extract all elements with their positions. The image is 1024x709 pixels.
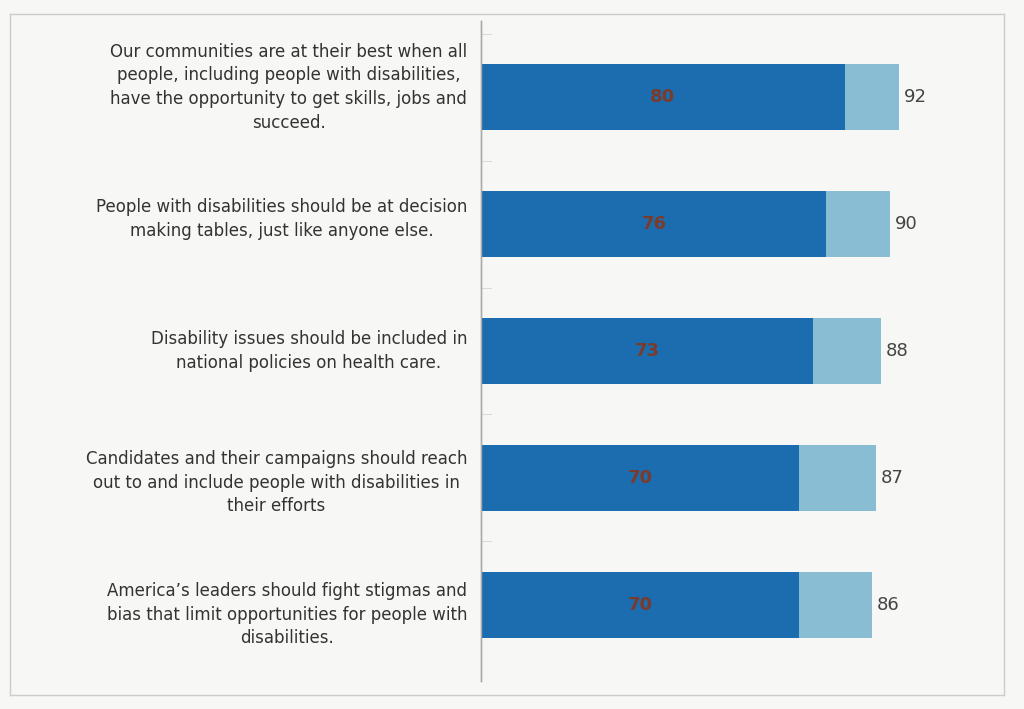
Text: 76: 76 — [641, 215, 667, 233]
Text: 70: 70 — [628, 596, 652, 613]
Text: 70: 70 — [628, 469, 652, 487]
Bar — [481, 65, 845, 130]
Text: Our communities are at their best when all
people, including people with disabil: Our communities are at their best when a… — [110, 43, 467, 132]
Text: People with disabilities should be at decision
making tables, just like anyone e: People with disabilities should be at de… — [96, 199, 467, 240]
Text: 92: 92 — [903, 89, 927, 106]
Bar — [481, 65, 899, 130]
Text: 86: 86 — [877, 596, 899, 613]
Text: Disability issues should be included in
national policies on health care.: Disability issues should be included in … — [151, 330, 467, 372]
Bar — [481, 445, 877, 510]
Text: 88: 88 — [886, 342, 908, 360]
Bar — [481, 318, 881, 384]
Text: 87: 87 — [881, 469, 904, 487]
Bar — [481, 571, 871, 637]
Text: 80: 80 — [650, 89, 676, 106]
Bar — [481, 318, 813, 384]
Text: Candidates and their campaigns should reach
out to and include people with disab: Candidates and their campaigns should re… — [86, 450, 467, 515]
Bar — [481, 191, 826, 257]
Text: 73: 73 — [635, 342, 659, 360]
Bar — [481, 191, 890, 257]
Text: America’s leaders should fight stigmas and
bias that limit opportunities for peo: America’s leaders should fight stigmas a… — [106, 582, 467, 647]
Bar — [481, 445, 799, 510]
Text: 90: 90 — [894, 215, 918, 233]
Bar — [481, 571, 799, 637]
